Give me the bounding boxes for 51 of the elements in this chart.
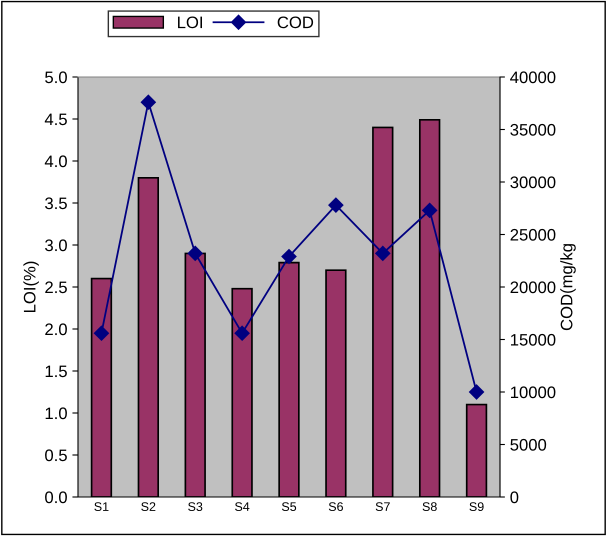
- bar: [90, 278, 112, 497]
- x-tick-label: S5: [282, 502, 296, 512]
- y2-tick-label: 10000: [510, 386, 556, 398]
- y2-tick-label: 15000: [510, 334, 556, 346]
- y-axis-title: LOI(%): [23, 262, 39, 312]
- y-tick-label: 2.5: [45, 281, 67, 294]
- point: [281, 248, 297, 264]
- legend-label: LOI: [178, 16, 202, 28]
- bar: [372, 126, 394, 497]
- bar: [184, 252, 206, 497]
- y2-tick-label: 20000: [510, 281, 556, 294]
- bar: [231, 288, 253, 497]
- y-tick-label: 3.0: [45, 239, 67, 252]
- y2-tick-label: 5000: [510, 438, 546, 451]
- point: [234, 326, 250, 341]
- point: [375, 246, 390, 261]
- y2-tick-label: 30000: [510, 176, 556, 188]
- y2-tick-label: 0: [510, 491, 518, 504]
- x-tick-label: S3: [188, 502, 202, 512]
- x-tick-label: S6: [328, 502, 343, 512]
- x-tick-label: S9: [469, 502, 484, 512]
- y-tick-label: 1.0: [46, 407, 67, 420]
- y2-axis-title: COD(mg/kg: [560, 244, 576, 330]
- point: [468, 384, 484, 400]
- point: [422, 202, 438, 218]
- point: [94, 326, 110, 341]
- y-tick-label: 0.5: [45, 449, 67, 462]
- y-tick-label: 4.0: [44, 155, 67, 168]
- point: [188, 246, 203, 261]
- y2-tick-label: 35000: [510, 124, 556, 136]
- x-tick-label: S8: [422, 502, 437, 512]
- y2-tick-label: 40000: [510, 71, 556, 84]
- legend-label: COD: [278, 16, 314, 28]
- bar: [418, 119, 440, 497]
- bar: [466, 404, 488, 497]
- bar: [278, 262, 300, 497]
- x-tick-label: S7: [376, 502, 390, 512]
- y-tick-label: 5.0: [45, 71, 67, 84]
- y-tick-label: 4.5: [44, 114, 67, 126]
- y-tick-label: 1.5: [46, 366, 67, 378]
- point: [328, 198, 344, 213]
- y-tick-label: 2.0: [45, 323, 67, 336]
- x-tick-label: S4: [235, 502, 250, 512]
- bar: [325, 269, 347, 497]
- y-tick-label: 0.0: [45, 491, 67, 504]
- point: [140, 94, 156, 110]
- y-tick-label: 3.5: [45, 197, 67, 210]
- x-tick-label: S2: [141, 502, 156, 512]
- bar: [138, 176, 160, 497]
- y2-tick-label: 25000: [510, 228, 556, 241]
- x-tick-label: S1: [94, 502, 108, 512]
